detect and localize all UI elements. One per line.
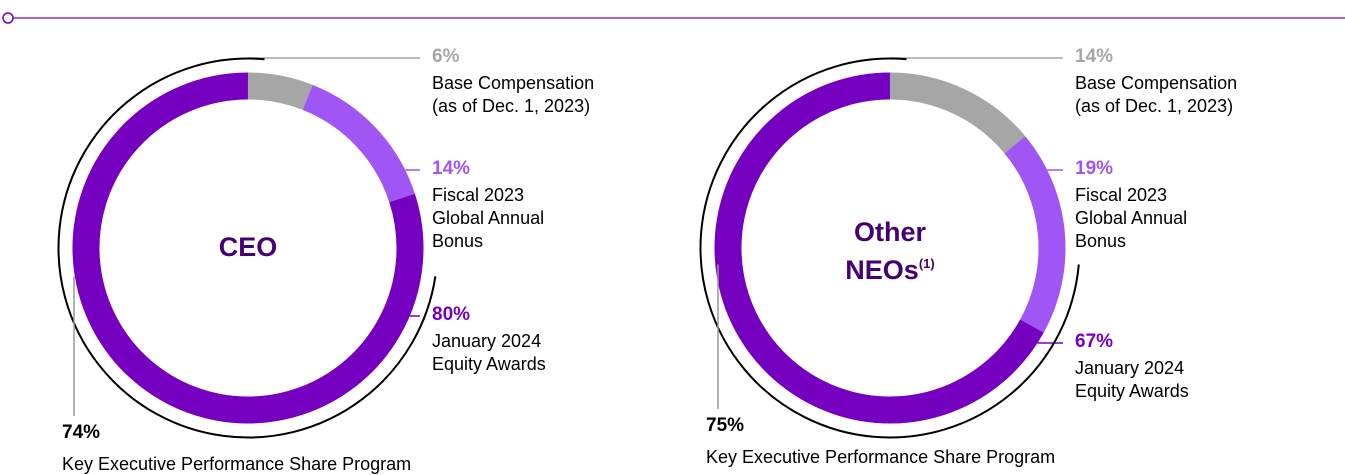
category-label: January 2024 Equity Awards (1075, 358, 1189, 401)
value-label: 67% (1075, 331, 1114, 352)
donut-segment (889, 72, 1026, 154)
value-label: 6% (432, 46, 460, 67)
center-label: Other NEOs(1) (790, 217, 990, 286)
annotation-arc (699, 57, 1080, 439)
value-label: 14% (432, 158, 471, 179)
category-label: January 2024 Equity Awards (432, 331, 546, 374)
value-label: 14% (1075, 46, 1114, 67)
category-label: Fiscal 2023 Global Annual Bonus (1075, 185, 1188, 251)
center-label: CEO (148, 232, 348, 263)
annotation-value: 74% (62, 422, 101, 443)
center-note: (1) (918, 256, 935, 271)
donut-segment (302, 84, 415, 203)
annotation-value: 75% (706, 415, 745, 436)
annotation-text: Key Executive Performance Share Program (706, 447, 1056, 467)
donut-segment (714, 72, 1044, 424)
value-label: 80% (432, 304, 471, 325)
donut-segment (1004, 136, 1066, 333)
category-label: Base Compensation (as of Dec. 1, 2023) (1075, 73, 1238, 116)
center-text: CEO (218, 232, 278, 262)
category-label: Fiscal 2023 Global Annual Bonus (432, 185, 545, 251)
annotation-text: Key Executive Performance Share Program (62, 454, 412, 474)
value-label: 19% (1075, 158, 1114, 179)
category-label: Base Compensation (as of Dec. 1, 2023) (432, 73, 595, 116)
annotation-arc (57, 57, 437, 439)
donut-segment (72, 72, 424, 424)
rule-dot (2, 12, 14, 24)
center-text: Other NEOs (845, 217, 926, 285)
donut-segment (247, 72, 313, 111)
